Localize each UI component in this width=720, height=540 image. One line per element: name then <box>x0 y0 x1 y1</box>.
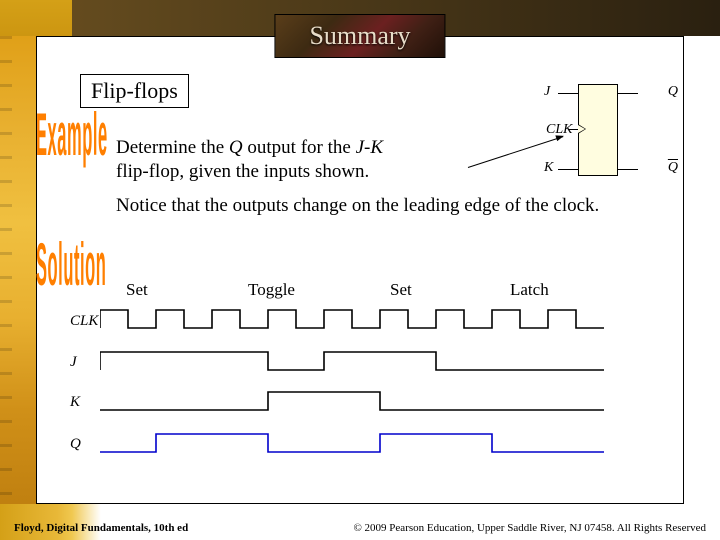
wire-q <box>618 93 638 94</box>
top-left-accent <box>0 0 72 40</box>
timing-diagram: CLK J K Q <box>82 304 662 474</box>
clock-triangle-icon <box>578 124 586 134</box>
notice-text: Notice that the outputs change on the le… <box>116 195 676 217</box>
mode-latch: Latch <box>510 280 549 300</box>
wire-qbar <box>618 169 638 170</box>
left-gold-strip <box>0 36 36 504</box>
mode-toggle: Toggle <box>248 280 295 300</box>
pin-label-qbar: Q <box>668 160 678 176</box>
jk-var: J-K <box>356 137 383 158</box>
footer: Floyd, Digital Fundamentals, 10th ed © 2… <box>0 522 720 534</box>
timing-label-j: J <box>70 354 77 371</box>
pin-label-k: K <box>544 160 553 176</box>
pin-label-q: Q <box>668 84 678 100</box>
timing-label-q: Q <box>70 436 81 453</box>
problem-text: Determine the Q output for the J-K flip-… <box>116 136 466 184</box>
mode-set-2: Set <box>390 280 412 300</box>
footer-left: Floyd, Digital Fundamentals, 10th ed <box>14 522 188 534</box>
timing-label-k: K <box>70 394 80 411</box>
wire-k <box>558 169 578 170</box>
q-var: Q <box>229 137 243 158</box>
problem-line2: flip-flop, given the inputs shown. <box>116 161 369 182</box>
problem-prefix: Determine the <box>116 137 229 158</box>
timing-label-clk: CLK <box>70 313 98 330</box>
jk-flipflop-symbol: J CLK K Q Q <box>540 80 670 180</box>
mode-set-1: Set <box>126 280 148 300</box>
footer-right: © 2009 Pearson Education, Upper Saddle R… <box>353 522 706 534</box>
timing-waveforms <box>100 304 640 472</box>
wire-j <box>558 93 578 94</box>
pin-label-j: J <box>544 84 550 100</box>
solution-label: Solution <box>36 233 106 301</box>
problem-mid1: output for the <box>243 137 356 158</box>
example-label: Example <box>36 103 108 171</box>
page-title: Summary <box>274 14 445 58</box>
